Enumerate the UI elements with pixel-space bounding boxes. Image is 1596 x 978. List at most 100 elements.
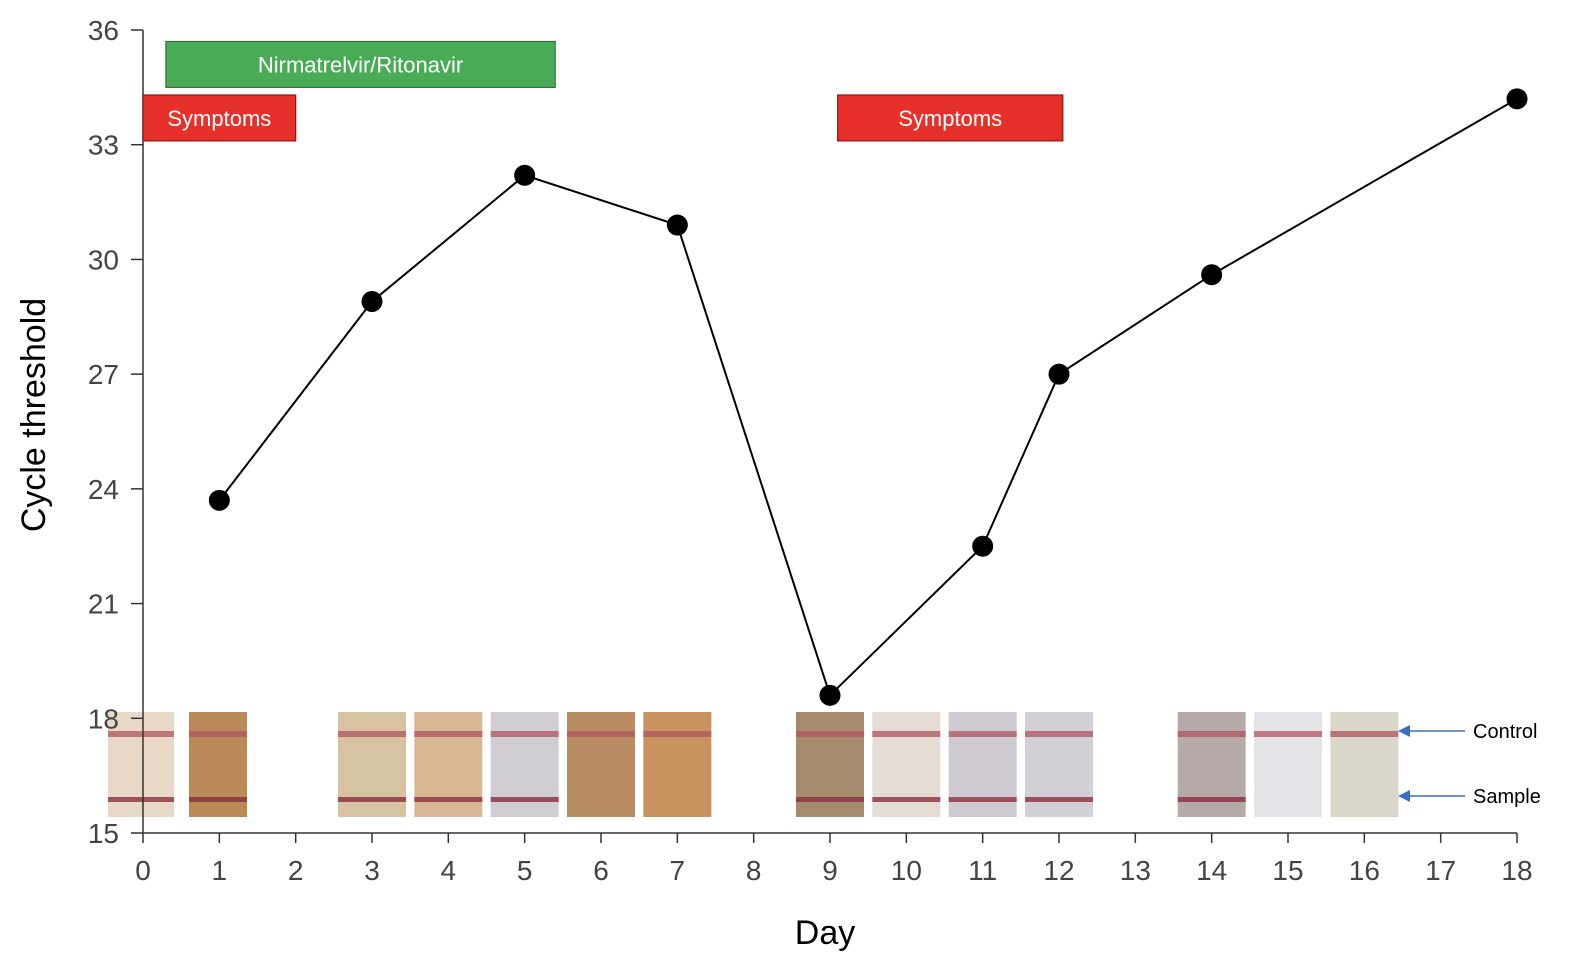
- rapid-test-strips: [108, 712, 1399, 817]
- treatment-symptom-bars: Nirmatrelvir/Ritonavir Symptoms Symptoms: [142, 40, 1064, 142]
- test-strip: [1254, 712, 1322, 817]
- x-tick-label: 2: [288, 855, 304, 886]
- control-band: [1330, 731, 1399, 737]
- test-strip: [872, 712, 941, 817]
- x-tick-label: 15: [1272, 855, 1303, 886]
- x-tick-label: 0: [135, 855, 151, 886]
- x-tick-label: 12: [1043, 855, 1074, 886]
- sample-band: [1177, 797, 1246, 802]
- interval-rect: [142, 94, 297, 142]
- interval-rect: [165, 40, 556, 88]
- test-strip: [1025, 712, 1093, 817]
- y-tick-label: 15: [88, 818, 119, 849]
- y-tick-label: 27: [88, 359, 119, 390]
- x-tick-label: 17: [1425, 855, 1456, 886]
- x-tick-label: 11: [968, 855, 997, 886]
- sample-band: [338, 797, 406, 802]
- data-point: [208, 489, 230, 511]
- control-band: [414, 731, 483, 737]
- sample-band: [414, 797, 483, 802]
- test-strip: [643, 712, 712, 817]
- band-legend-label: Control: [1473, 721, 1537, 743]
- test-strip: [567, 712, 635, 817]
- interval-label: Nirmatrelvir/Ritonavir: [258, 52, 463, 77]
- test-strip: [796, 712, 864, 817]
- x-tick-label: 8: [746, 855, 762, 886]
- control-band: [490, 731, 559, 737]
- interval-bar: Nirmatrelvir/Ritonavir: [165, 40, 556, 88]
- arrow-head: [1398, 790, 1410, 802]
- y-tick-label: 30: [88, 244, 119, 275]
- test-strip: [414, 712, 483, 817]
- control-band: [1177, 731, 1246, 737]
- data-point: [819, 684, 841, 706]
- x-tick-label: 10: [891, 855, 922, 886]
- interval-label: Symptoms: [898, 106, 1002, 131]
- control-band: [872, 731, 941, 737]
- test-strip-body: [567, 712, 635, 817]
- control-band: [108, 731, 174, 737]
- x-tick-label: 6: [593, 855, 609, 886]
- test-strip: [490, 712, 559, 817]
- test-strip: [338, 712, 406, 817]
- data-point: [1201, 264, 1223, 286]
- band-legend-item: Control: [1398, 721, 1537, 743]
- cycle-threshold-series: [208, 88, 1528, 706]
- test-strip: [1330, 712, 1399, 817]
- data-point: [1048, 363, 1070, 385]
- sample-band: [490, 797, 559, 802]
- test-strip: [948, 712, 1017, 817]
- strip-band-legend: Control Sample: [1398, 721, 1541, 808]
- y-tick-label: 36: [88, 15, 119, 46]
- band-legend-item: Sample: [1398, 786, 1541, 808]
- y-tick-label: 33: [88, 130, 119, 161]
- control-band: [643, 731, 712, 737]
- sample-band: [796, 797, 864, 802]
- interval-bar: Symptoms: [142, 94, 297, 142]
- x-tick-label: 1: [212, 855, 228, 886]
- control-band: [567, 731, 635, 737]
- sample-band: [1025, 797, 1093, 802]
- control-band: [796, 731, 864, 737]
- test-strip: [1177, 712, 1246, 817]
- y-tick-label: 24: [88, 474, 119, 505]
- sample-band: [872, 797, 941, 802]
- y-tick-label: 21: [88, 589, 119, 620]
- control-band: [338, 731, 406, 737]
- interval-rect: [837, 94, 1064, 142]
- interval-bar: Symptoms: [837, 94, 1064, 142]
- x-tick-label: 3: [364, 855, 380, 886]
- data-point: [972, 535, 994, 557]
- sample-band: [108, 797, 174, 802]
- x-tick-label: 4: [441, 855, 457, 886]
- x-tick-label: 14: [1196, 855, 1227, 886]
- band-legend-label: Sample: [1473, 786, 1541, 808]
- y-tick-label: 18: [88, 703, 119, 734]
- x-tick-label: 7: [670, 855, 686, 886]
- series-line: [218, 97, 1518, 698]
- control-band: [1025, 731, 1093, 737]
- test-strip: [108, 712, 174, 817]
- test-strip-body: [643, 712, 712, 817]
- control-band: [189, 731, 247, 737]
- test-strip: [189, 712, 247, 817]
- x-axis-title: Day: [795, 914, 855, 952]
- interval-label: Symptoms: [167, 106, 271, 131]
- control-band: [948, 731, 1017, 737]
- sample-band: [948, 797, 1017, 802]
- data-point: [666, 214, 688, 236]
- data-point: [1506, 88, 1528, 110]
- data-point: [514, 164, 536, 186]
- x-tick-label: 18: [1501, 855, 1532, 886]
- x-tick-label: 13: [1120, 855, 1151, 886]
- y-axis-title: Cycle threshold: [15, 298, 53, 532]
- x-tick-label: 5: [517, 855, 533, 886]
- control-band: [1254, 731, 1322, 737]
- x-tick-label: 9: [822, 855, 838, 886]
- x-tick-label: 16: [1349, 855, 1380, 886]
- arrow-head: [1398, 725, 1410, 737]
- data-point: [361, 290, 383, 312]
- test-strip-body: [1254, 712, 1322, 817]
